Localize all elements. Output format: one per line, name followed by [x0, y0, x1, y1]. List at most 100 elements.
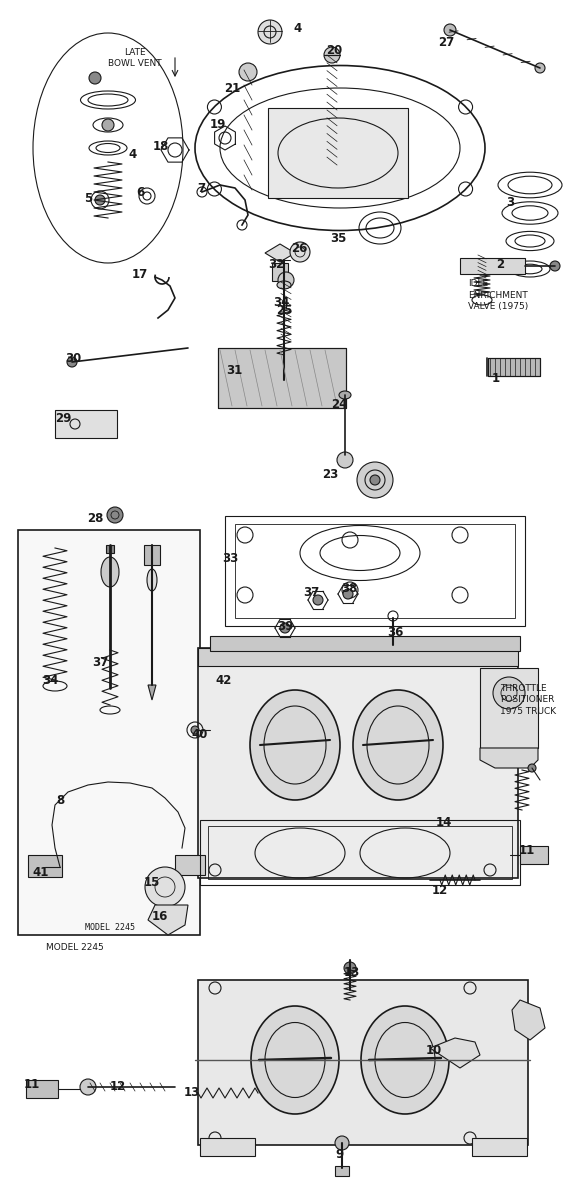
- Text: 27: 27: [438, 36, 454, 48]
- Ellipse shape: [250, 691, 340, 800]
- Circle shape: [89, 72, 101, 84]
- Text: 32: 32: [268, 259, 284, 272]
- Circle shape: [337, 452, 353, 468]
- Text: 31: 31: [226, 365, 242, 378]
- Circle shape: [444, 24, 456, 36]
- Bar: [198, 648, 518, 878]
- Circle shape: [343, 589, 353, 599]
- Circle shape: [107, 506, 123, 523]
- Text: 25: 25: [276, 303, 292, 316]
- Text: 29: 29: [55, 411, 71, 425]
- Bar: [235, 525, 515, 618]
- Text: 1: 1: [492, 372, 500, 385]
- Text: 14: 14: [436, 816, 452, 829]
- Bar: [28, 855, 62, 877]
- Circle shape: [290, 242, 310, 262]
- Circle shape: [258, 20, 282, 45]
- Polygon shape: [430, 1038, 480, 1068]
- Text: 15: 15: [144, 876, 160, 889]
- Text: 4: 4: [294, 22, 302, 35]
- Text: MODEL 2245: MODEL 2245: [85, 924, 135, 932]
- Text: MODEL 2245: MODEL 2245: [46, 943, 104, 953]
- Bar: [198, 648, 518, 666]
- Circle shape: [102, 119, 114, 131]
- Bar: [225, 516, 525, 626]
- Text: LATE
BOWL VENT: LATE BOWL VENT: [108, 48, 162, 69]
- Bar: [208, 826, 512, 879]
- Circle shape: [80, 1079, 96, 1095]
- Text: 13: 13: [344, 966, 360, 978]
- Bar: [472, 1138, 527, 1156]
- Text: 30: 30: [65, 351, 81, 365]
- Bar: [218, 348, 346, 408]
- Bar: [268, 108, 408, 198]
- Circle shape: [344, 962, 356, 974]
- Ellipse shape: [339, 391, 351, 399]
- Text: 16: 16: [152, 911, 168, 924]
- Circle shape: [550, 261, 560, 271]
- Text: 8: 8: [56, 794, 64, 807]
- Text: IDLE
ENRICHMENT
VALVE (1975): IDLE ENRICHMENT VALVE (1975): [468, 279, 528, 312]
- Bar: [460, 257, 525, 274]
- Text: 3: 3: [506, 196, 514, 208]
- Text: 20: 20: [326, 43, 342, 57]
- Circle shape: [493, 677, 525, 709]
- Text: 5: 5: [84, 192, 92, 206]
- Circle shape: [145, 867, 185, 907]
- Text: 18: 18: [153, 140, 169, 153]
- Text: 6: 6: [136, 185, 144, 198]
- Circle shape: [67, 357, 77, 367]
- Text: 10: 10: [426, 1043, 442, 1056]
- Text: 40: 40: [192, 729, 208, 741]
- Circle shape: [528, 764, 536, 772]
- Bar: [488, 358, 540, 377]
- Text: 39: 39: [277, 620, 293, 633]
- Bar: [198, 980, 528, 1145]
- Bar: [175, 855, 205, 875]
- Ellipse shape: [147, 569, 157, 591]
- Ellipse shape: [353, 691, 443, 800]
- Text: 24: 24: [331, 398, 347, 411]
- Text: 33: 33: [222, 551, 238, 564]
- Circle shape: [278, 272, 294, 288]
- Bar: [520, 846, 548, 864]
- Text: 38: 38: [341, 581, 357, 594]
- Text: 11: 11: [519, 843, 535, 857]
- Circle shape: [370, 475, 380, 485]
- Text: 2: 2: [496, 259, 504, 272]
- Bar: [26, 1080, 58, 1098]
- Circle shape: [357, 462, 393, 498]
- Bar: [335, 1166, 349, 1177]
- Circle shape: [535, 63, 545, 73]
- Text: 37: 37: [92, 657, 108, 670]
- Bar: [55, 410, 117, 438]
- Bar: [106, 545, 114, 553]
- Text: 35: 35: [330, 231, 346, 244]
- Polygon shape: [512, 1000, 545, 1041]
- Ellipse shape: [101, 557, 119, 587]
- Ellipse shape: [361, 1006, 449, 1114]
- Circle shape: [280, 623, 290, 633]
- Text: 28: 28: [87, 511, 103, 525]
- Bar: [144, 545, 160, 565]
- Ellipse shape: [251, 1006, 339, 1114]
- Polygon shape: [265, 244, 295, 262]
- Bar: [200, 1138, 255, 1156]
- Bar: [200, 820, 520, 885]
- Text: 19: 19: [210, 118, 226, 130]
- Circle shape: [335, 1136, 349, 1150]
- Text: 12: 12: [432, 883, 448, 896]
- Text: 37: 37: [303, 587, 319, 599]
- Text: 11: 11: [24, 1079, 40, 1091]
- Text: 13: 13: [184, 1086, 200, 1100]
- Ellipse shape: [277, 282, 291, 289]
- Text: 17: 17: [132, 267, 148, 280]
- Bar: [480, 668, 538, 748]
- Text: THROTTLE
POSITIONER
1975 TRUCK: THROTTLE POSITIONER 1975 TRUCK: [500, 683, 556, 716]
- Circle shape: [313, 595, 323, 605]
- Polygon shape: [148, 685, 156, 700]
- Text: 26: 26: [291, 242, 307, 255]
- Text: 12: 12: [110, 1080, 126, 1094]
- Polygon shape: [480, 748, 538, 768]
- Text: 34: 34: [273, 296, 289, 309]
